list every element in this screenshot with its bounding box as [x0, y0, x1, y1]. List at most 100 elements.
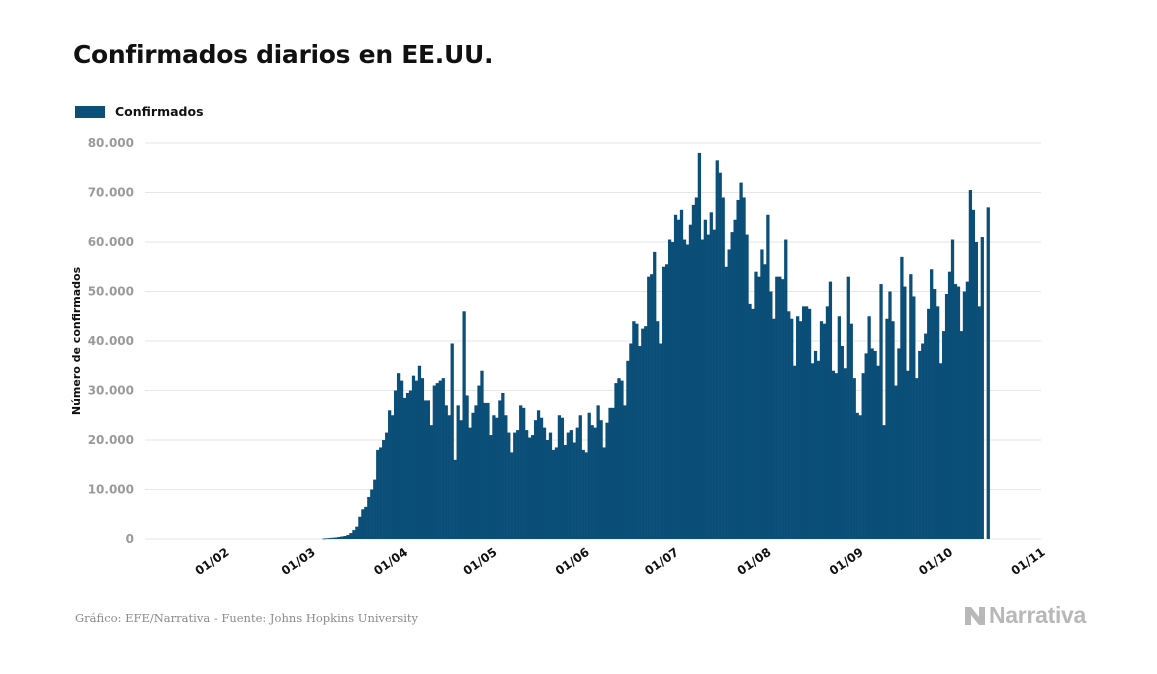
bar	[936, 306, 940, 539]
bar	[605, 422, 609, 539]
bar	[489, 435, 493, 539]
bar	[438, 380, 442, 539]
bar	[837, 316, 841, 539]
bar	[870, 348, 874, 539]
bar	[650, 274, 654, 539]
bar	[617, 378, 621, 540]
y-tick-label: 40.000	[88, 334, 134, 348]
bar	[924, 333, 928, 539]
y-tick-label: 80.000	[88, 136, 134, 150]
bar	[784, 239, 788, 539]
bar	[608, 407, 612, 539]
bar	[810, 363, 815, 539]
bar	[861, 373, 865, 539]
bar	[385, 432, 389, 539]
bar	[581, 449, 585, 539]
x-tick-label: 01/04	[371, 545, 410, 578]
bar	[447, 415, 451, 539]
bar	[441, 378, 445, 540]
bar	[382, 440, 386, 539]
x-tick-label: 01/02	[193, 545, 232, 578]
bar	[477, 385, 481, 539]
brand-logo: Narrativa	[963, 602, 1086, 629]
bar	[629, 343, 633, 539]
bar	[733, 219, 737, 539]
bar	[575, 427, 579, 540]
bar	[325, 538, 329, 540]
bar	[894, 385, 898, 539]
bar	[370, 489, 374, 539]
bar	[486, 402, 490, 540]
bar	[358, 516, 362, 539]
bar	[673, 214, 678, 539]
bar	[548, 432, 553, 539]
bar	[659, 343, 663, 539]
legend: Confirmados	[75, 104, 204, 119]
bar	[751, 308, 755, 539]
bar	[420, 378, 425, 540]
bar	[888, 291, 892, 539]
bar	[843, 368, 847, 539]
bar	[825, 306, 830, 539]
bars	[322, 152, 990, 540]
bar	[796, 316, 800, 539]
bar	[620, 380, 624, 539]
bar	[882, 425, 886, 539]
bar	[864, 353, 868, 540]
bar	[644, 326, 648, 539]
bar	[584, 452, 588, 540]
bar	[656, 321, 660, 539]
bar	[962, 291, 967, 539]
y-tick-label: 20.000	[88, 433, 134, 447]
bar	[647, 276, 651, 539]
bar	[653, 251, 657, 539]
bar	[429, 425, 433, 539]
bar	[712, 229, 716, 540]
bar	[364, 506, 368, 539]
bar	[947, 271, 952, 539]
bar	[337, 537, 341, 539]
bar	[930, 269, 934, 539]
bar	[516, 430, 520, 539]
bar	[933, 289, 937, 539]
bar	[724, 266, 728, 539]
bar	[632, 321, 636, 539]
bar	[906, 370, 910, 539]
bar	[903, 286, 907, 539]
bar	[793, 365, 797, 539]
bar	[492, 415, 496, 539]
bar	[641, 328, 645, 540]
bar	[718, 172, 722, 539]
bar	[676, 219, 681, 539]
x-tick-label: 01/05	[461, 545, 500, 578]
bar	[986, 207, 990, 539]
brand-name: Narrativa	[989, 602, 1087, 628]
bar	[944, 293, 949, 539]
bar	[426, 400, 431, 539]
x-tick-label: 01/07	[642, 545, 681, 578]
bar	[498, 400, 502, 539]
bar	[700, 239, 704, 539]
bar	[349, 533, 353, 539]
bar	[813, 350, 818, 539]
bar	[483, 402, 487, 540]
bar	[897, 348, 901, 539]
bar	[432, 385, 436, 539]
bar	[763, 264, 767, 539]
bar	[373, 479, 377, 539]
bar	[599, 420, 603, 539]
bar	[626, 360, 630, 539]
bar	[405, 392, 410, 539]
bar	[703, 219, 707, 539]
bar	[799, 321, 803, 539]
bar	[968, 190, 973, 539]
bar	[855, 412, 859, 539]
bar	[849, 323, 853, 539]
bar	[542, 427, 547, 540]
bar	[739, 182, 743, 539]
bar	[873, 350, 877, 539]
y-tick-label: 50.000	[88, 285, 134, 299]
bar	[352, 530, 356, 539]
bar	[593, 427, 597, 540]
bar	[340, 536, 344, 539]
